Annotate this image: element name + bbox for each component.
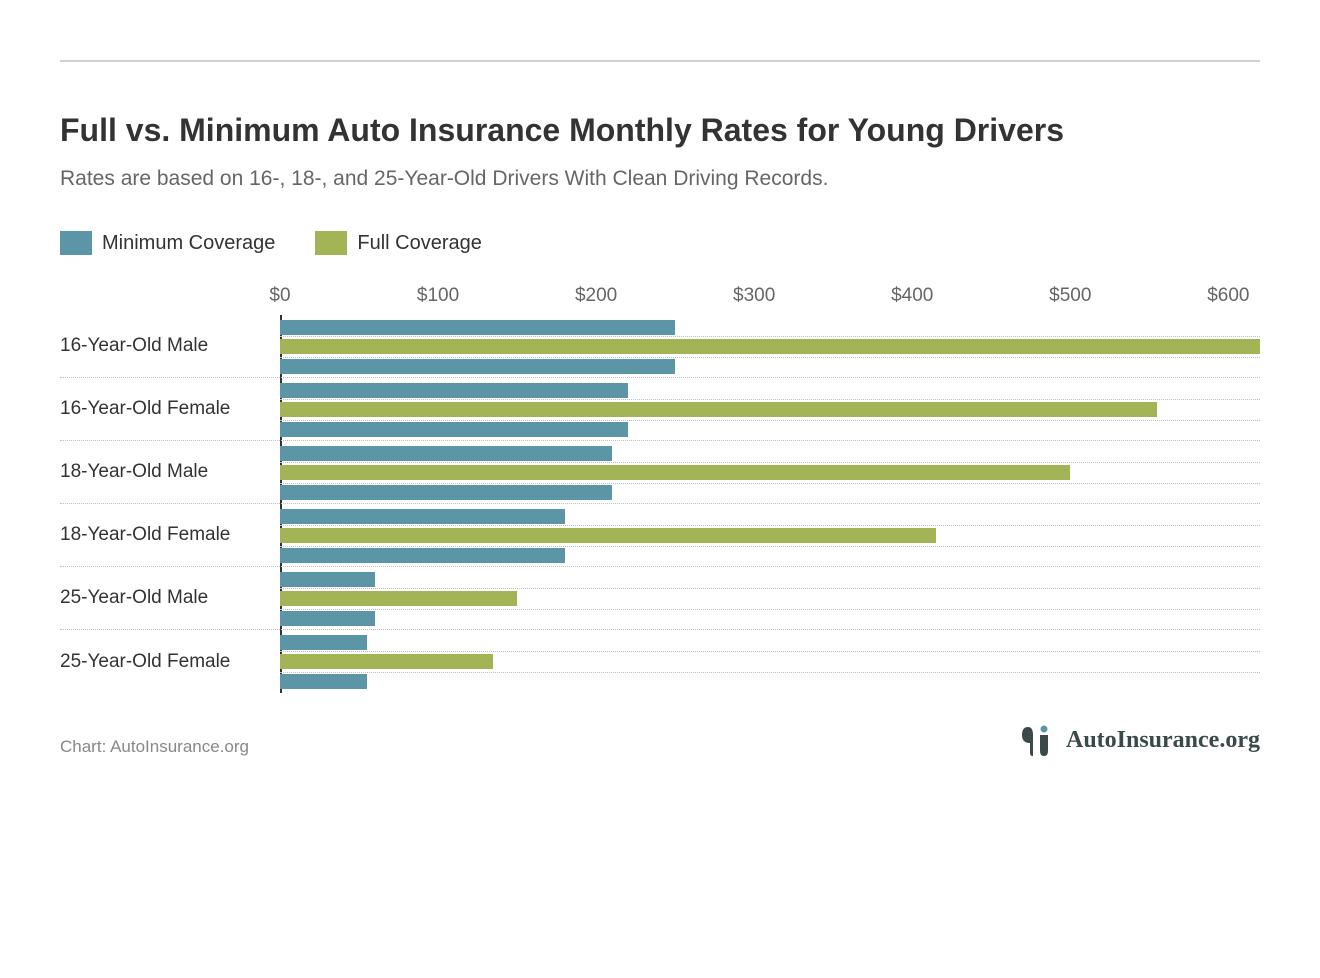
category-row: 18-Year-Old Female (60, 504, 1260, 567)
x-axis-ticks: $0$100$200$300$400$500$600 (280, 285, 1260, 315)
bar-group (280, 504, 1260, 566)
category-row: 16-Year-Old Male (60, 315, 1260, 378)
chart-container: Full vs. Minimum Auto Insurance Monthly … (0, 0, 1320, 797)
row-gridline (280, 399, 1260, 400)
bar-full (280, 339, 1260, 354)
bar-minimum (280, 572, 375, 587)
row-gridline (280, 609, 1260, 610)
bar-group (280, 567, 1260, 629)
row-gridline (280, 651, 1260, 652)
bar-full (280, 402, 1157, 417)
x-axis-tick: $300 (733, 285, 775, 307)
bar-minimum (280, 611, 375, 626)
brand-name: AutoInsurance.org (1066, 727, 1260, 754)
chart-area: $0 $100 $200 $300 $400 $500 $600 16-Year-Old M… (60, 285, 1260, 693)
row-gridline (280, 588, 1260, 589)
category-row: 16-Year-Old Female (60, 378, 1260, 441)
legend-label-minimum: Minimum Coverage (102, 232, 275, 255)
top-divider (60, 60, 1260, 62)
category-label: 18-Year-Old Female (60, 524, 280, 546)
bar-minimum (280, 446, 612, 461)
legend-item-minimum: Minimum Coverage (60, 231, 275, 255)
bar-minimum (280, 509, 565, 524)
bar-minimum (280, 485, 612, 500)
bar-group (280, 315, 1260, 377)
chart-subtitle: Rates are based on 16-, 18-, and 25-Year… (60, 167, 1260, 191)
category-label: 16-Year-Old Male (60, 335, 280, 357)
category-row: 18-Year-Old Male (60, 441, 1260, 504)
x-axis-tick: $400 (891, 285, 933, 307)
bar-minimum (280, 383, 628, 398)
x-axis-tick: $200 (575, 285, 617, 307)
category-row: 25-Year-Old Female (60, 630, 1260, 693)
bar-full (280, 591, 517, 606)
row-gridline (280, 336, 1260, 337)
chart-title: Full vs. Minimum Auto Insurance Monthly … (60, 112, 1260, 149)
x-axis-tick: $100 (417, 285, 459, 307)
x-axis-tick: $500 (1049, 285, 1091, 307)
category-row: 25-Year-Old Male (60, 567, 1260, 630)
category-label: 18-Year-Old Male (60, 461, 280, 483)
bar-minimum (280, 320, 675, 335)
category-label: 16-Year-Old Female (60, 398, 280, 420)
bar-minimum (280, 548, 565, 563)
legend-swatch-minimum (60, 231, 92, 255)
bar-minimum (280, 359, 675, 374)
category-label: 25-Year-Old Female (60, 651, 280, 673)
x-axis: $0 $100 $200 $300 $400 $500 $600 (60, 285, 1260, 315)
legend: Minimum Coverage Full Coverage (60, 231, 1260, 255)
bar-group (280, 441, 1260, 503)
row-gridline (280, 672, 1260, 673)
x-axis-tick: $600 (1207, 285, 1249, 307)
legend-swatch-full (315, 231, 347, 255)
legend-label-full: Full Coverage (357, 232, 482, 255)
bar-full (280, 465, 1070, 480)
footer-row: Chart: AutoInsurance.org AutoInsurance.o… (60, 723, 1260, 757)
bar-group (280, 630, 1260, 693)
brand-logo: AutoInsurance.org (1020, 723, 1260, 757)
x-axis-tick: $0 (269, 285, 290, 307)
chart-credit: Chart: AutoInsurance.org (60, 737, 249, 757)
brand-icon (1020, 723, 1056, 757)
bar-minimum (280, 635, 367, 650)
bar-minimum (280, 674, 367, 689)
bar-minimum (280, 422, 628, 437)
bar-full (280, 528, 936, 543)
plot-area: 16-Year-Old Male 16-Year-Old Female 18-Yea… (60, 315, 1260, 693)
row-gridline (280, 462, 1260, 463)
bar-group (280, 378, 1260, 440)
category-label: 25-Year-Old Male (60, 587, 280, 609)
bar-full (280, 654, 493, 669)
row-gridline (280, 525, 1260, 526)
legend-item-full: Full Coverage (315, 231, 482, 255)
